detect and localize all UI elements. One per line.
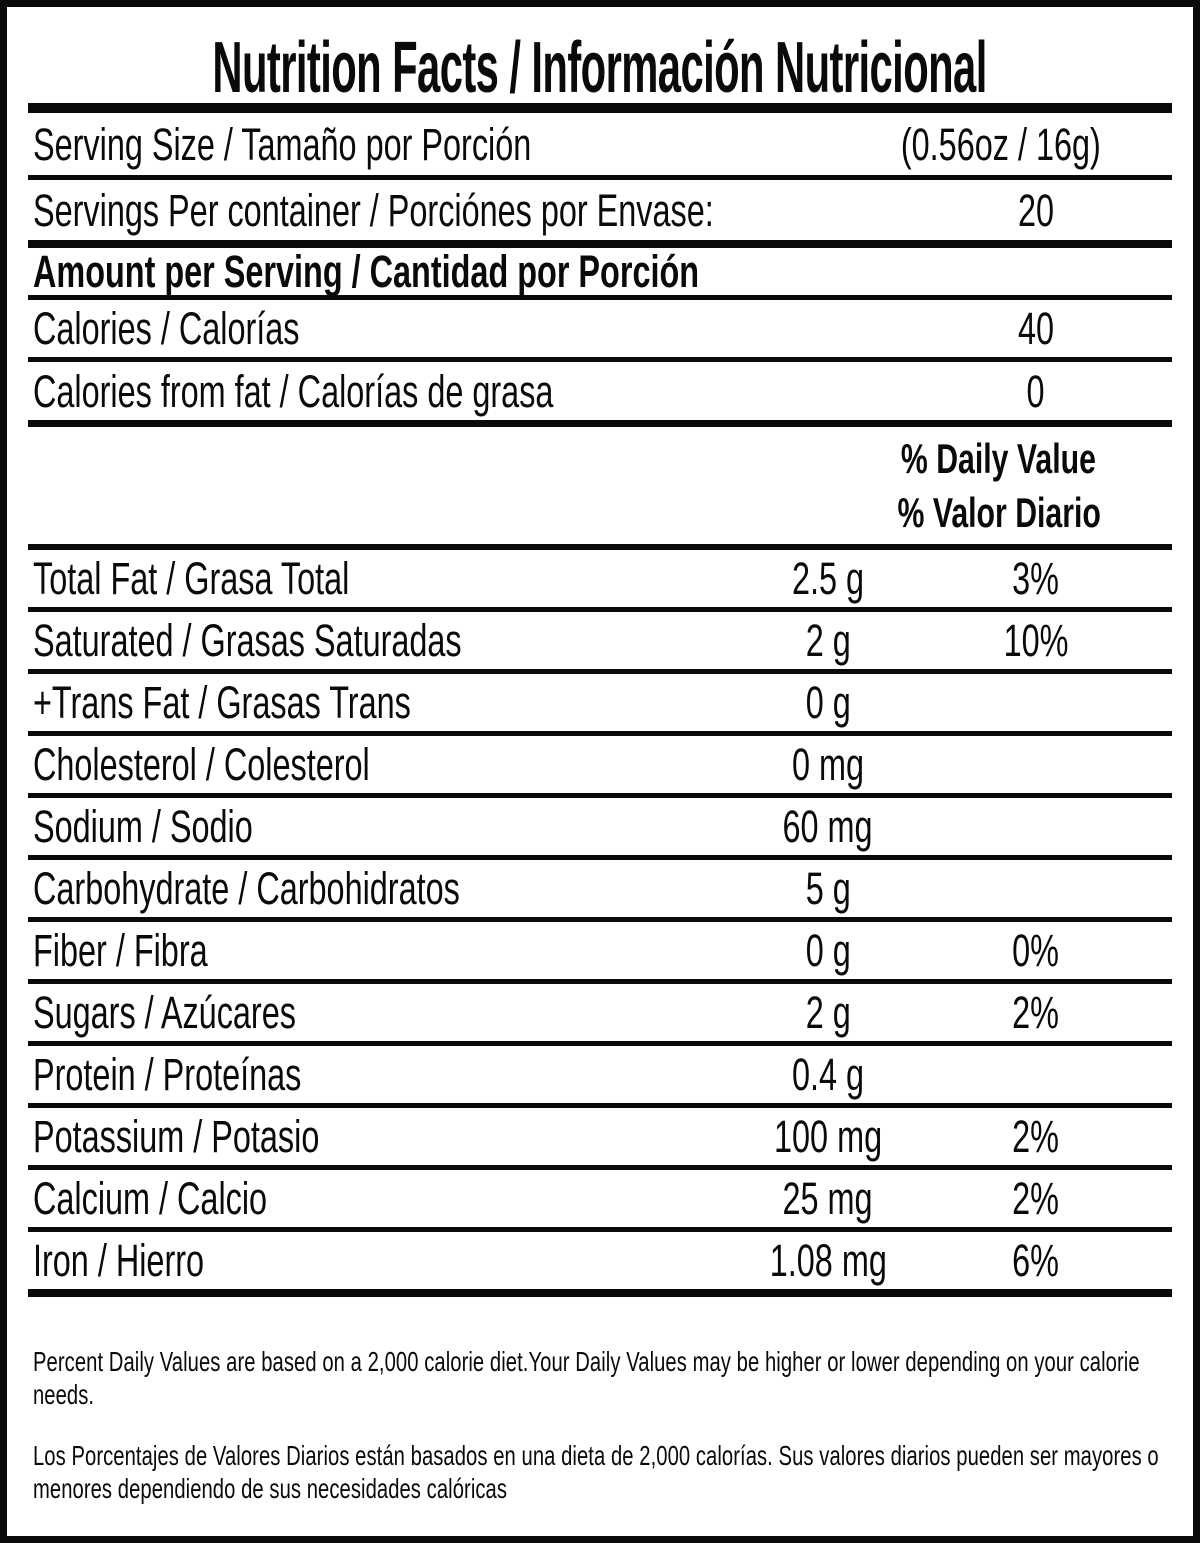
nutrient-dv: 2% [1012, 987, 1060, 1038]
nutrient-label: +Trans Fat / Grasas Trans [33, 677, 411, 728]
nutrient-amount: 2 g [805, 987, 851, 1038]
footnote-spanish: Los Porcentajes de Valores Diarios están… [33, 1439, 1159, 1504]
serving-size-label: Serving Size / Tamaño por Porción [33, 118, 532, 170]
footnotes: Percent Daily Values are based on a 2,00… [28, 1297, 1172, 1505]
nutrient-label: Calcium / Calcio [33, 1173, 268, 1224]
nutrient-label: Sodium / Sodio [33, 801, 253, 852]
nutrient-amount: 5 g [805, 863, 851, 914]
calories-label: Calories / Calorías [33, 303, 300, 354]
nutrient-amount: 60 mg [782, 801, 874, 852]
daily-value-header-es: % Valor Diario [897, 488, 1101, 536]
nutrient-amount: 0.4 g [791, 1049, 865, 1100]
nutrient-dv: 2% [1012, 1173, 1060, 1224]
nutrient-amount: 25 mg [782, 1173, 874, 1224]
nutrient-amount: 0 g [805, 677, 851, 728]
nutrient-amount: 1.08 mg [769, 1235, 887, 1286]
nutrient-dv: 0% [1012, 925, 1060, 976]
row-total-fat: Total Fat / Grasa Total 2.5 g 3% [28, 550, 1172, 612]
nutrient-amount: 0 mg [791, 739, 865, 790]
row-potassium: Potassium / Potasio 100 mg 2% [28, 1108, 1172, 1170]
row-calories: Calories / Calorías 40 [28, 300, 1172, 362]
row-carbohydrate: Carbohydrate / Carbohidratos 5 g [28, 860, 1172, 922]
row-serving-size: Serving Size / Tamaño por Porción (0.56o… [28, 113, 1172, 180]
servings-per-container-value: 20 [1017, 184, 1055, 236]
row-calories-from-fat: Calories from fat / Calorías de grasa 0 [28, 362, 1172, 427]
footnote-english: Percent Daily Values are based on a 2,00… [33, 1346, 1140, 1411]
row-sugars: Sugars / Azúcares 2 g 2% [28, 984, 1172, 1046]
row-amount-per-serving-header: Amount per Serving / Cantidad por Porció… [28, 248, 1172, 300]
calories-from-fat-value: 0 [1026, 365, 1046, 417]
nutrient-dv: 3% [1012, 553, 1060, 604]
row-calcium: Calcium / Calcio 25 mg 2% [28, 1170, 1172, 1232]
nutrient-label: Total Fat / Grasa Total [33, 553, 350, 604]
nutrient-label: Carbohydrate / Carbohidratos [33, 863, 460, 914]
nutrient-label: Protein / Proteínas [33, 1049, 302, 1100]
calories-from-fat-label: Calories from fat / Calorías de grasa [33, 365, 554, 417]
row-trans-fat: +Trans Fat / Grasas Trans 0 g [28, 674, 1172, 736]
nutrient-label: Fiber / Fibra [33, 925, 208, 976]
label-content: Nutrition Facts / Información Nutriciona… [7, 7, 1193, 1505]
nutrient-label: Sugars / Azúcares [33, 987, 296, 1038]
servings-per-container-label: Servings Per container / Porciónes por E… [33, 184, 714, 236]
row-daily-value-header: % Daily Value % Valor Diario [28, 427, 1172, 550]
page-title: Nutrition Facts / Información Nutriciona… [212, 27, 988, 108]
title-block: Nutrition Facts / Información Nutriciona… [28, 7, 1172, 108]
nutrient-dv: 10% [1003, 615, 1069, 666]
nutrient-label: Cholesterol / Colesterol [33, 739, 370, 790]
row-servings-per-container: Servings Per container / Porciónes por E… [28, 180, 1172, 248]
row-sodium: Sodium / Sodio 60 mg [28, 798, 1172, 860]
row-iron: Iron / Hierro 1.08 mg 6% [28, 1232, 1172, 1297]
serving-size-value: (0.56oz / 16g) [901, 118, 1102, 170]
title-divider-bar [28, 103, 1172, 113]
nutrient-dv: 6% [1012, 1235, 1060, 1286]
row-fiber: Fiber / Fibra 0 g 0% [28, 922, 1172, 984]
nutrient-amount: 100 mg [773, 1111, 883, 1162]
nutrient-label: Potassium / Potasio [33, 1111, 320, 1162]
nutrient-label: Saturated / Grasas Saturadas [33, 615, 462, 666]
daily-value-header: % Daily Value % Valor Diario [858, 432, 1140, 540]
nutrient-amount: 2.5 g [791, 553, 865, 604]
daily-value-header-en: % Daily Value [901, 434, 1097, 482]
row-cholesterol: Cholesterol / Colesterol 0 mg [28, 736, 1172, 798]
amount-per-serving-header: Amount per Serving / Cantidad por Porció… [33, 246, 700, 297]
nutrient-amount: 0 g [805, 925, 851, 976]
row-protein: Protein / Proteínas 0.4 g [28, 1046, 1172, 1108]
nutrient-amount: 2 g [805, 615, 851, 666]
nutrient-dv: 2% [1012, 1111, 1060, 1162]
calories-value: 40 [1017, 303, 1055, 354]
row-saturated-fat: Saturated / Grasas Saturadas 2 g 10% [28, 612, 1172, 674]
nutrient-label: Iron / Hierro [33, 1235, 205, 1286]
